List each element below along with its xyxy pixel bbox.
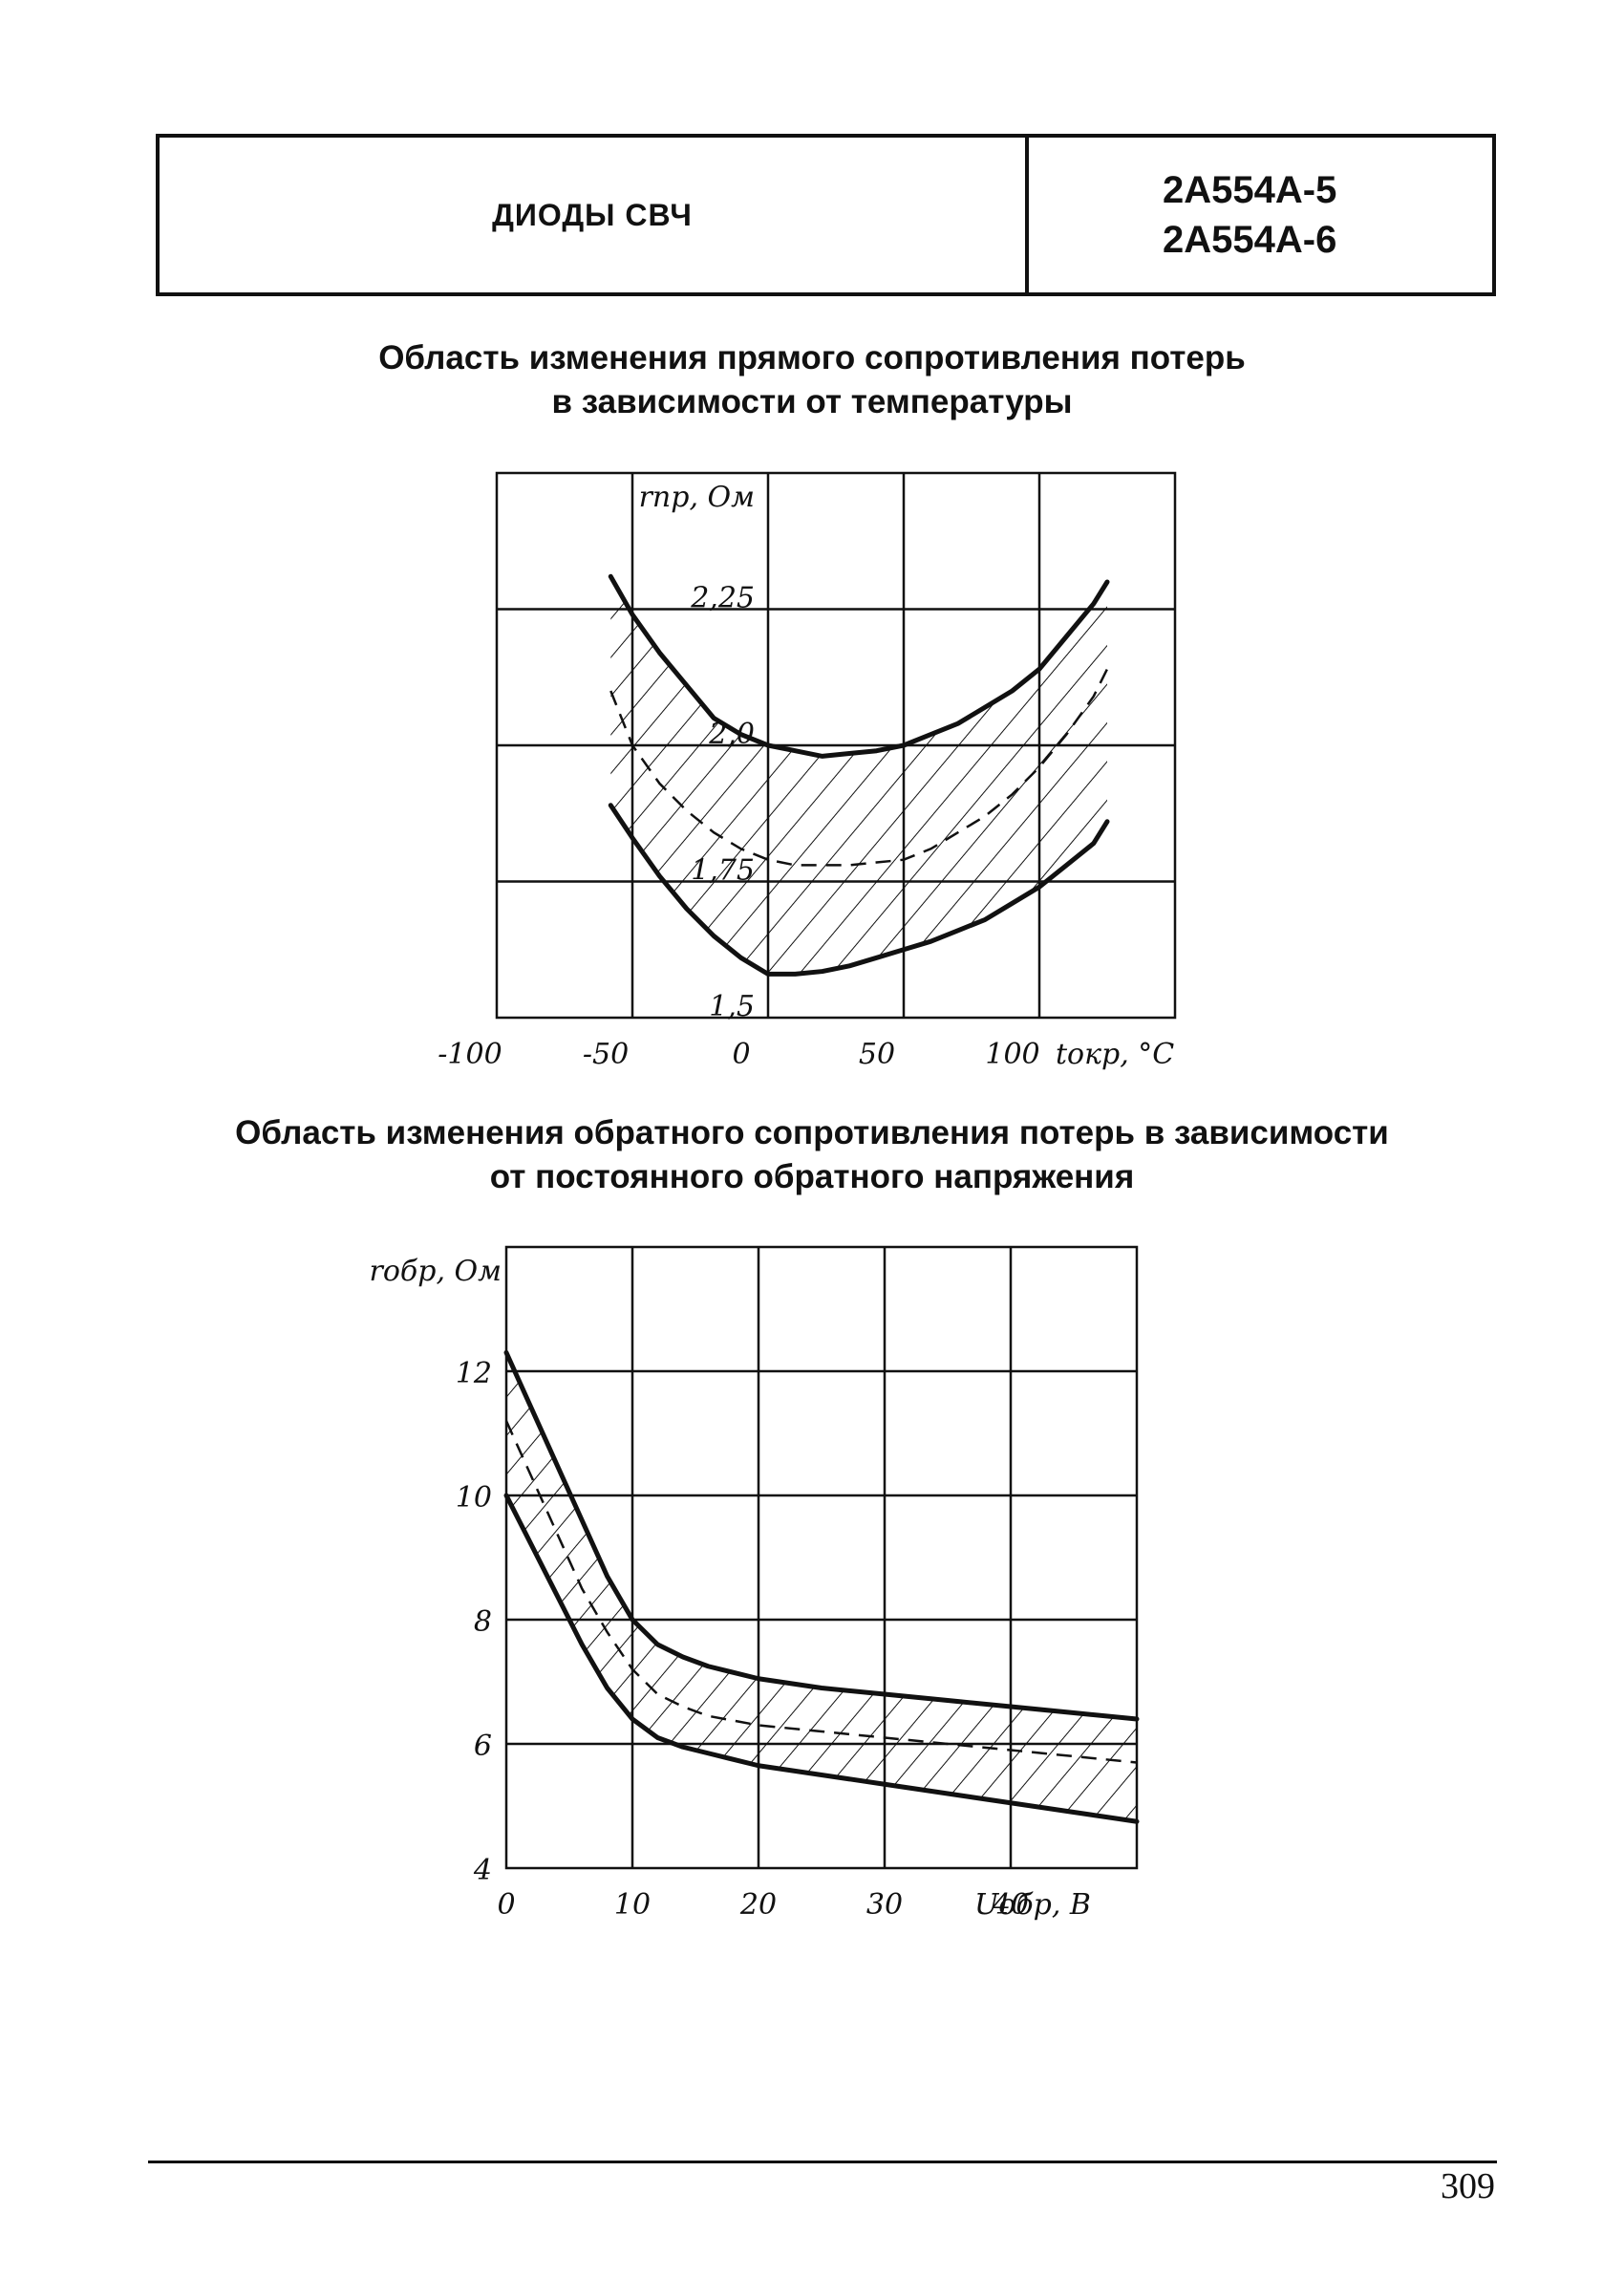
y-tick-label: 2,25 xyxy=(690,582,755,615)
model-name: 2А554А-5 xyxy=(1163,169,1337,211)
chart-2-title: Область изменения обратного сопротивлени… xyxy=(0,1111,1624,1199)
y-tick-label: 1,5 xyxy=(709,990,755,1023)
chart-forward-resistance: -100 -50 0 50 100 1,5 1,75 2,0 2,25 tокр, °C rпр, … xyxy=(438,471,1177,1071)
y-tick-label: 10 xyxy=(456,1481,492,1515)
series-line-upper xyxy=(503,1350,1140,1722)
chart-2-title-line: Область изменения обратного сопротивлени… xyxy=(235,1114,1389,1151)
y-tick-label: 8 xyxy=(474,1605,492,1639)
x-axis-label: tокр, °C xyxy=(1056,1038,1174,1071)
series-line-lower xyxy=(608,803,1110,977)
y-axis-label: rпр, Ом xyxy=(639,481,755,514)
y-axis-label: rобр, Ом xyxy=(370,1255,502,1288)
series-line-mean xyxy=(504,1420,1138,1764)
chart-2-title-line: от постоянного обратного напряжения xyxy=(489,1158,1135,1195)
chart-reverse-resistance: 0 10 20 30 40 4 6 8 10 12 Uобр, В rобр, Ом xyxy=(370,1245,1140,1922)
y-tick-label: 1,75 xyxy=(691,854,755,888)
y-tick-label: 2,0 xyxy=(708,718,755,751)
x-tick-label: 40 xyxy=(992,1888,1029,1922)
chart-1-title-line: в зависимости от температуры xyxy=(551,383,1073,420)
hatched-region xyxy=(506,1352,1137,1822)
plot-frame xyxy=(504,1245,1139,1870)
chart-1-title-line: Область изменения прямого сопротивления … xyxy=(378,339,1246,376)
x-tick-label: 20 xyxy=(739,1888,777,1922)
plot-frame xyxy=(495,471,1177,1020)
model-name: 2А554А-6 xyxy=(1163,219,1337,261)
hatched-region xyxy=(610,576,1107,975)
y-tick-label: 6 xyxy=(474,1730,492,1763)
x-axis-label: Uобр, В xyxy=(974,1888,1091,1922)
header-table: ДИОДЫ СВЧ 2А554А-5 2А554А-6 xyxy=(156,134,1496,296)
y-tick-label: 4 xyxy=(473,1854,492,1887)
x-tick-label: -50 xyxy=(583,1038,629,1071)
x-tick-label: 50 xyxy=(859,1038,895,1071)
y-tick-label: 12 xyxy=(456,1357,492,1390)
x-tick-label: 30 xyxy=(866,1888,903,1922)
x-tick-label: 10 xyxy=(614,1888,651,1922)
header-section-cell: ДИОДЫ СВЧ xyxy=(160,138,1029,292)
x-tick-label: 0 xyxy=(732,1038,750,1071)
footer-rule xyxy=(148,2161,1497,2163)
x-tick-label: 100 xyxy=(985,1038,1039,1071)
series-line-mean xyxy=(609,668,1109,867)
series-line-upper xyxy=(608,573,1110,759)
section-title: ДИОДЫ СВЧ xyxy=(492,197,693,232)
series-line-lower xyxy=(503,1493,1140,1824)
header-models-cell: 2А554А-5 2А554А-6 xyxy=(1029,138,1492,292)
x-tick-label: -100 xyxy=(438,1038,502,1071)
x-tick-label: 0 xyxy=(497,1888,515,1922)
page-number: 309 xyxy=(1441,2166,1495,2206)
chart-1-title: Область изменения прямого сопротивления … xyxy=(0,336,1624,424)
